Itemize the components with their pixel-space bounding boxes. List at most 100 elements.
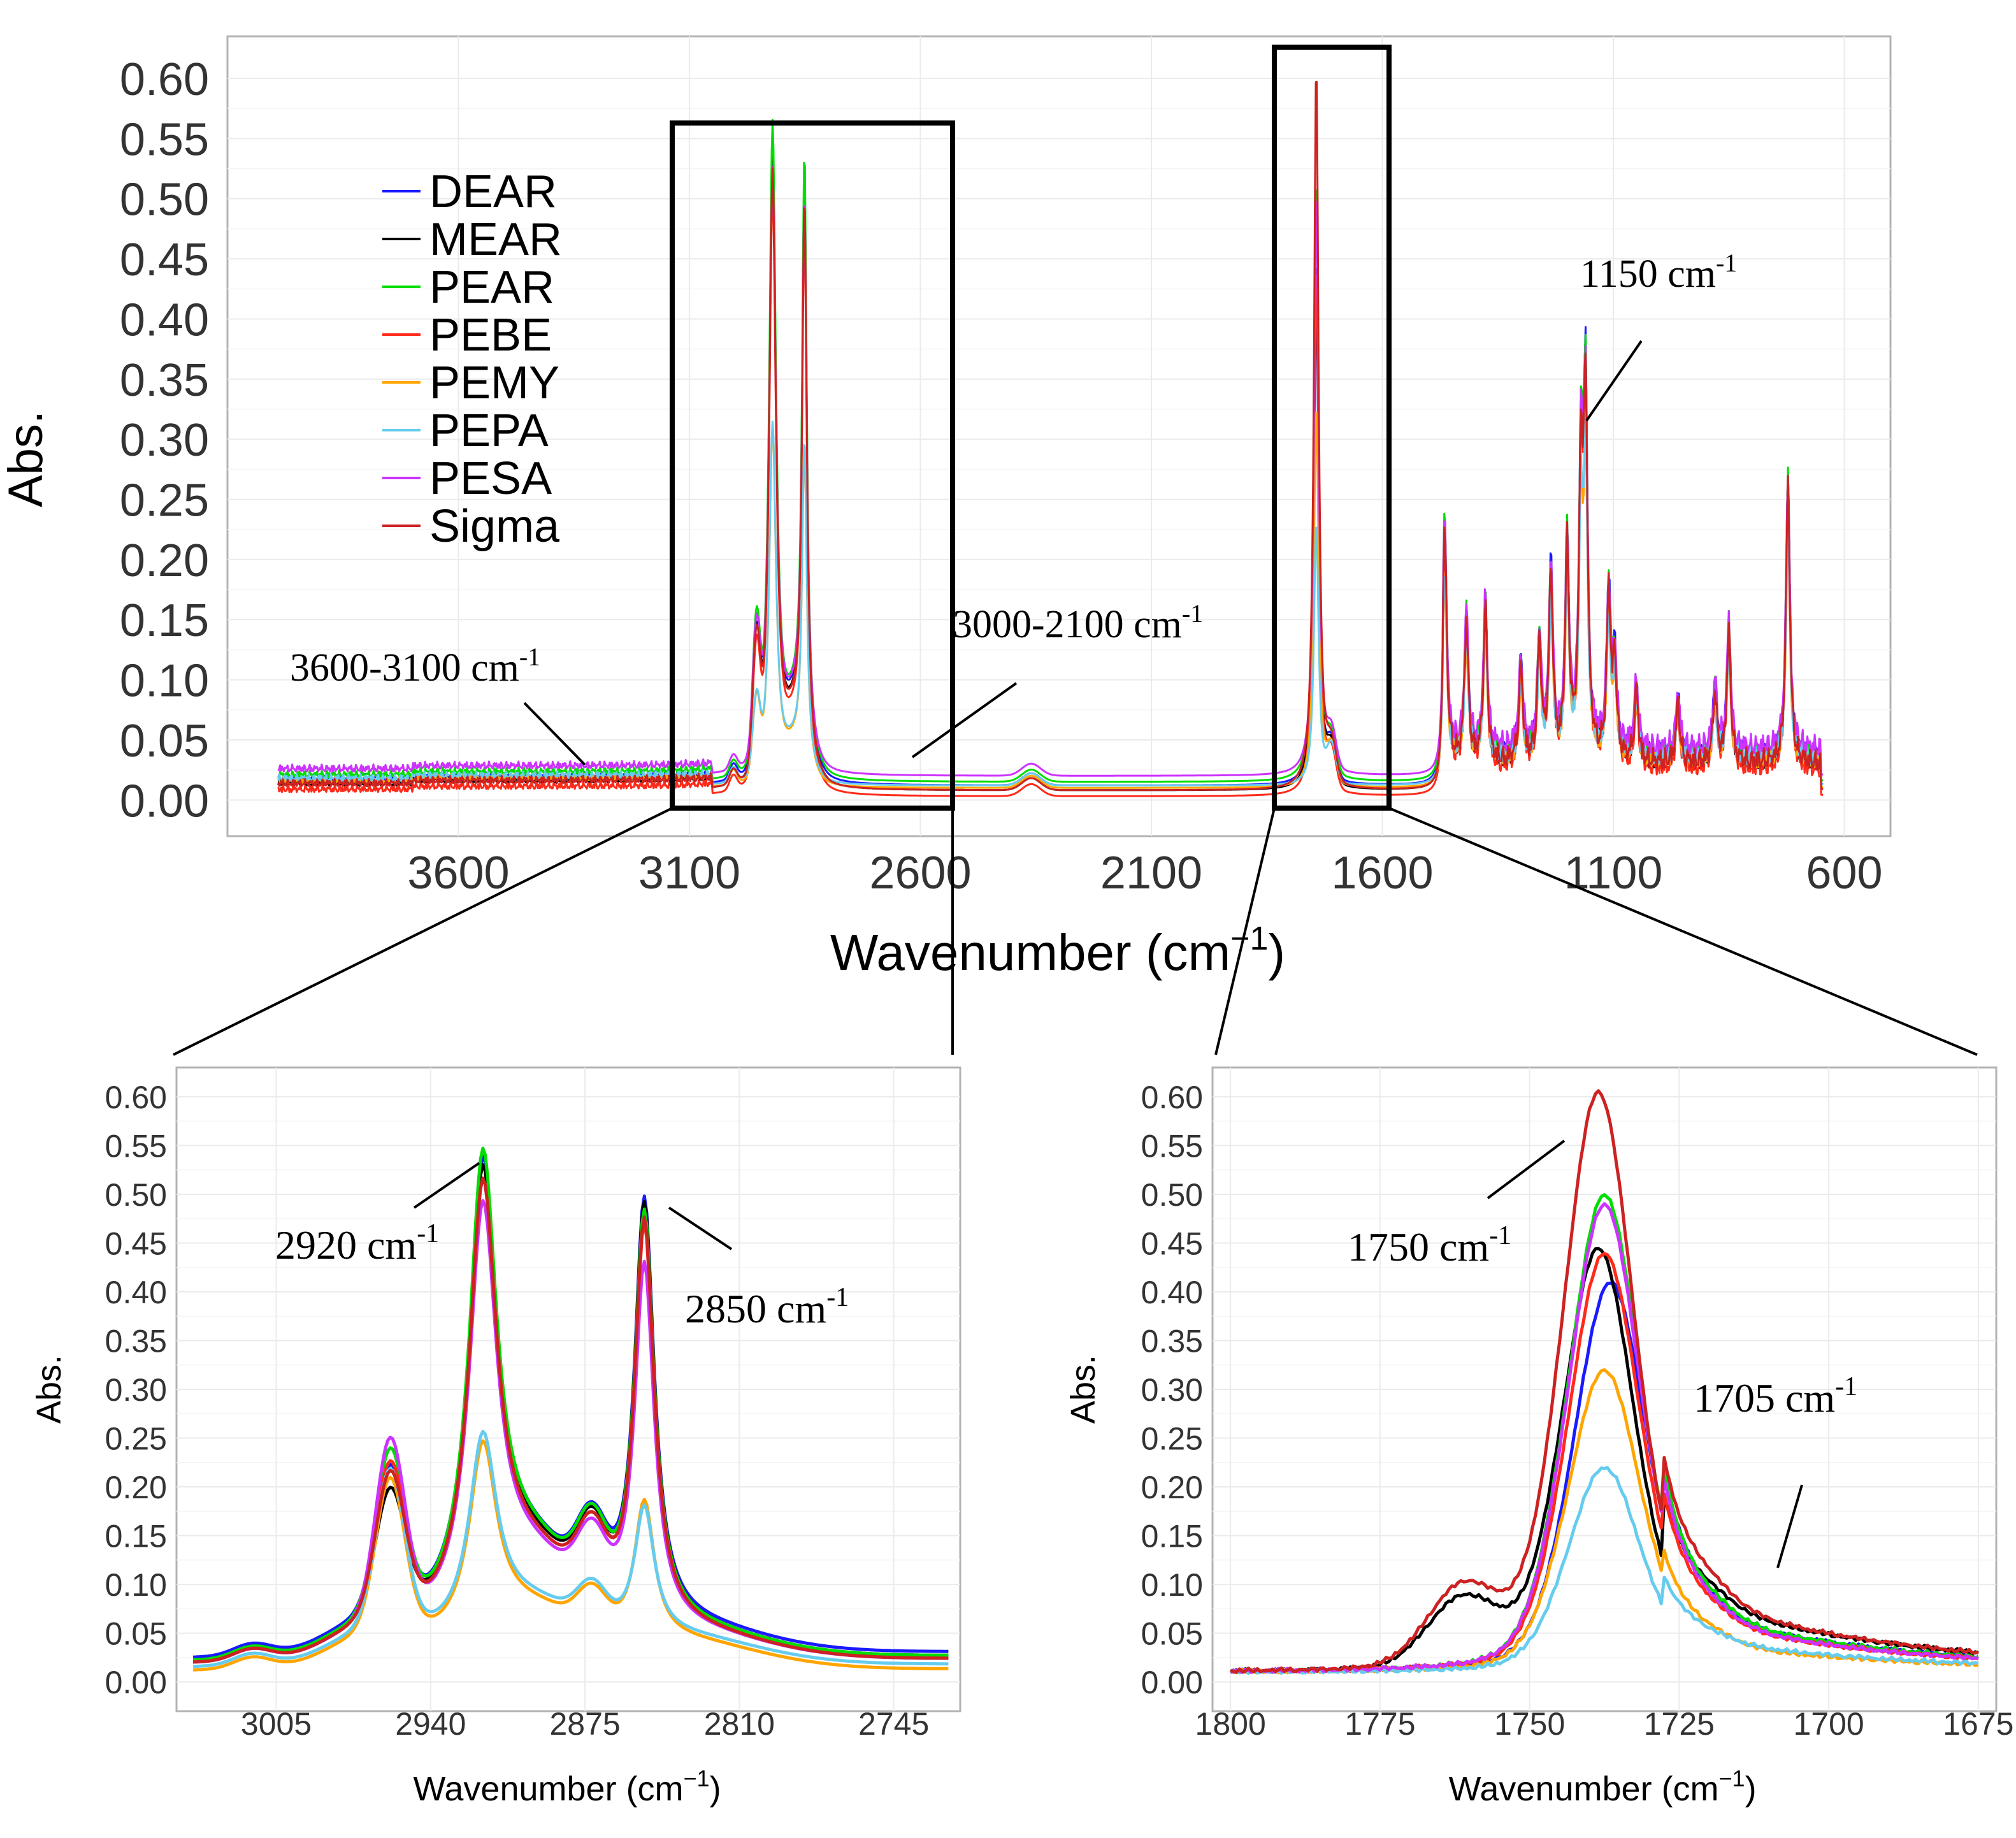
main-x-tick-label: 1100 [1564, 848, 1663, 899]
legend-label-dear: DEAR [429, 166, 557, 217]
legend-label-sigma: Sigma [429, 501, 560, 552]
annotation-2920-pointer [413, 1162, 480, 1209]
zoom-ch-y-tick-label: 0.20 [105, 1470, 167, 1505]
legend-label-pesa: PESA [429, 453, 552, 504]
annotation-1705: 1705 cm-1 [1694, 1372, 1857, 1421]
zoom-co-y-tick-label: 0.60 [1141, 1080, 1203, 1115]
main-y-tick-labels: 0.00 0.05 0.10 0.15 0.20 0.25 0.30 0.35 0.40 0.45… [120, 54, 209, 827]
main-y-tick-label: 0.20 [120, 535, 209, 586]
zoom-co-x-tick-label: 1750 [1494, 1706, 1565, 1742]
zoom-co-x-tick-label: 1775 [1344, 1706, 1415, 1742]
legend-label-mear: MEAR [429, 214, 562, 265]
zoom-ch-y-tick-label: 0.50 [105, 1177, 167, 1213]
zoom-ch-series-lines [192, 1147, 949, 1672]
connector-co-right [1388, 807, 1978, 1056]
zoom-co-x-axis-label: Wavenumber (cm−1) [1448, 1765, 1756, 1808]
connector-ch-left [173, 807, 673, 1056]
zoom-co-y-tick-label: 0.40 [1141, 1275, 1203, 1310]
zoom-ch-gridlines [176, 1067, 960, 1711]
zoom-co-y-tick-label: 0.30 [1141, 1372, 1203, 1408]
zoom-co-series-pesa [1230, 1202, 1979, 1674]
main-series-lines [277, 81, 1824, 797]
zoom-co-y-tick-label: 0.10 [1141, 1567, 1203, 1603]
zoom-co-x-tick-label: 1800 [1195, 1706, 1266, 1742]
main-y-tick-label: 0.25 [120, 475, 209, 526]
zoom-co-x-tick-label: 1700 [1793, 1706, 1864, 1742]
zoom-co-y-tick-label: 0.25 [1141, 1421, 1203, 1457]
main-y-tick-label: 0.15 [120, 595, 209, 646]
zoom-box-carbonyl [1272, 45, 1392, 811]
zoom-co-series-lines [1229, 1089, 1980, 1675]
zoom-ch-y-tick-label: 0.40 [105, 1275, 167, 1310]
main-x-tick-label: 600 [1806, 848, 1882, 899]
annotation-2850: 2850 cm-1 [685, 1283, 849, 1331]
main-x-tick-label: 2600 [869, 848, 971, 899]
main-x-axis-label: Wavenumber (cm−1) [830, 920, 1285, 981]
zoom-ch-y-tick-labels: 0.00 0.05 0.10 0.15 0.20 0.25 0.30 0.35 0.40 0.45… [105, 1080, 167, 1700]
annotation-1705-pointer [1776, 1484, 1803, 1568]
zoom-ch-panel: 0.00 0.05 0.10 0.15 0.20 0.25 0.30 0.35 0.40 0.45… [30, 1066, 961, 1808]
zoom-ch-x-tick-label: 2875 [549, 1706, 620, 1742]
zoom-ch-y-axis-label: Abs. [30, 1355, 68, 1424]
zoom-ch-y-tick-label: 0.00 [105, 1665, 167, 1700]
zoom-co-panel: 0.00 0.05 0.10 0.15 0.20 0.25 0.30 0.35 0.40 0.45… [1064, 1066, 2014, 1808]
zoom-co-y-tick-label: 0.00 [1141, 1665, 1203, 1700]
main-y-axis-label: Abs. [0, 410, 53, 507]
main-y-tick-label: 0.10 [120, 656, 209, 707]
zoom-ch-y-tick-label: 0.55 [105, 1128, 167, 1164]
zoom-co-series-sigma [1230, 1089, 1979, 1674]
zoom-co-y-tick-label: 0.45 [1141, 1226, 1203, 1261]
legend-label-pepa: PEPA [429, 405, 549, 456]
zoom-co-x-tick-labels: 1800 1775 1750 1725 1700 1675 [1195, 1706, 2014, 1742]
main-x-tick-label: 3100 [638, 848, 740, 899]
zoom-co-y-tick-label: 0.35 [1141, 1323, 1203, 1359]
main-x-tick-label: 1600 [1331, 848, 1433, 899]
zoom-ch-x-tick-label: 2810 [704, 1706, 775, 1742]
zoom-co-x-tick-label: 1675 [1943, 1706, 2013, 1742]
main-y-tick-label: 0.00 [120, 776, 209, 827]
zoom-ch-x-tick-label: 2940 [395, 1706, 466, 1742]
annotation-2920: 2920 cm-1 [275, 1219, 439, 1268]
connector-co-left [1214, 807, 1276, 1055]
annotation-1750-pointer [1487, 1140, 1566, 1199]
main-y-tick-label: 0.05 [120, 716, 209, 767]
main-y-tick-label: 0.30 [120, 415, 209, 466]
main-x-tick-labels: 3600 3100 2600 2100 1600 1100 600 [407, 848, 1882, 899]
annotation-2850-pointer [668, 1206, 733, 1250]
zoom-ch-x-tick-labels: 3005 2940 2875 2810 2745 [241, 1706, 929, 1742]
annotation-3600-3100-pointer [523, 702, 586, 766]
main-series-sigma [277, 81, 1824, 792]
annotation-3600-3100: 3600-3100 cm-1 [290, 642, 540, 690]
zoom-ch-y-tick-label: 0.60 [105, 1080, 167, 1115]
zoom-ch-series-sigma [193, 1176, 949, 1664]
zoom-co-x-tick-label: 1725 [1644, 1706, 1715, 1742]
zoom-ch-y-tick-label: 0.15 [105, 1519, 167, 1554]
main-y-tick-label: 0.60 [120, 54, 209, 105]
main-x-tick-label: 3600 [407, 848, 509, 899]
zoom-co-y-tick-labels: 0.00 0.05 0.10 0.15 0.20 0.25 0.30 0.35 0.40 0.45… [1141, 1080, 1203, 1700]
zoom-co-y-axis-label: Abs. [1064, 1355, 1102, 1424]
zoom-ch-y-tick-label: 0.10 [105, 1567, 167, 1603]
zoom-box-ch-stretch [670, 120, 955, 811]
zoom-co-y-tick-label: 0.50 [1141, 1177, 1203, 1213]
zoom-ch-series-pepa [193, 1429, 949, 1668]
main-y-tick-label: 0.40 [120, 294, 209, 345]
zoom-ch-y-tick-label: 0.30 [105, 1372, 167, 1408]
annotation-1150: 1150 cm-1 [1580, 249, 1737, 296]
legend-label-pear: PEAR [429, 262, 554, 313]
zoom-ch-x-tick-label: 2745 [858, 1706, 929, 1742]
main-y-tick-label: 0.35 [120, 355, 209, 406]
zoom-ch-series-pemy [193, 1439, 949, 1672]
zoom-ch-x-tick-label: 3005 [241, 1706, 312, 1742]
main-y-tick-label: 0.50 [120, 175, 209, 226]
annotation-3000-2100-pointer [911, 682, 1018, 758]
zoom-co-y-tick-label: 0.55 [1141, 1128, 1203, 1164]
main-y-tick-label: 0.45 [120, 235, 209, 286]
annotation-1150-pointer [1585, 340, 1643, 422]
zoom-ch-y-tick-label: 0.35 [105, 1323, 167, 1359]
zoom-connectors [173, 807, 1978, 1056]
zoom-ch-series-pear [193, 1147, 949, 1661]
zoom-ch-x-axis-label: Wavenumber (cm−1) [413, 1765, 721, 1808]
zoom-ch-y-tick-label: 0.05 [105, 1616, 167, 1652]
